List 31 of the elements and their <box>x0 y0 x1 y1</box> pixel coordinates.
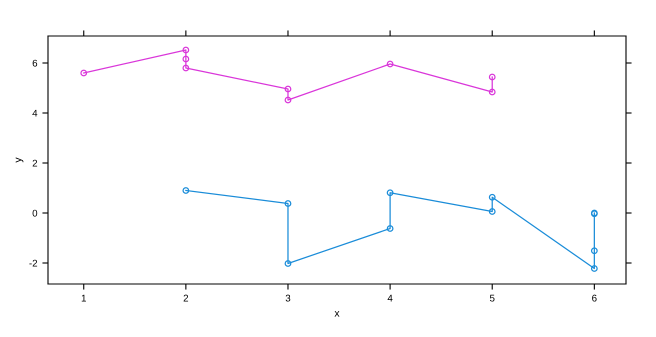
y-tick-label: 6 <box>32 60 38 67</box>
point <box>590 247 598 254</box>
point <box>488 88 496 96</box>
point <box>284 96 292 104</box>
point <box>284 200 292 207</box>
point <box>488 74 496 80</box>
point <box>386 60 394 68</box>
point <box>386 225 394 232</box>
x-tick-label: 1 <box>82 294 86 302</box>
point <box>182 187 190 194</box>
point <box>182 64 190 72</box>
y-tick-label: 4 <box>32 110 38 117</box>
y-tick-label: 0 <box>32 210 38 217</box>
x-axis-title: x <box>334 311 340 317</box>
point <box>284 86 292 92</box>
y-axis-title: y <box>16 157 24 163</box>
point <box>284 260 292 267</box>
x-tick-label: 4 <box>388 294 393 302</box>
y-tick-label: 2 <box>32 160 38 167</box>
point <box>182 56 190 62</box>
x-tick-label: 6 <box>592 294 597 302</box>
point <box>182 46 190 54</box>
x-tick-label: 3 <box>286 294 290 302</box>
point <box>386 189 394 196</box>
x-tick-label: 2 <box>184 294 188 302</box>
point <box>80 70 88 76</box>
y-tick-label: -2 <box>29 260 38 267</box>
point <box>488 194 496 201</box>
point <box>590 265 598 272</box>
x-tick-label: 5 <box>490 294 495 302</box>
point <box>488 208 496 215</box>
